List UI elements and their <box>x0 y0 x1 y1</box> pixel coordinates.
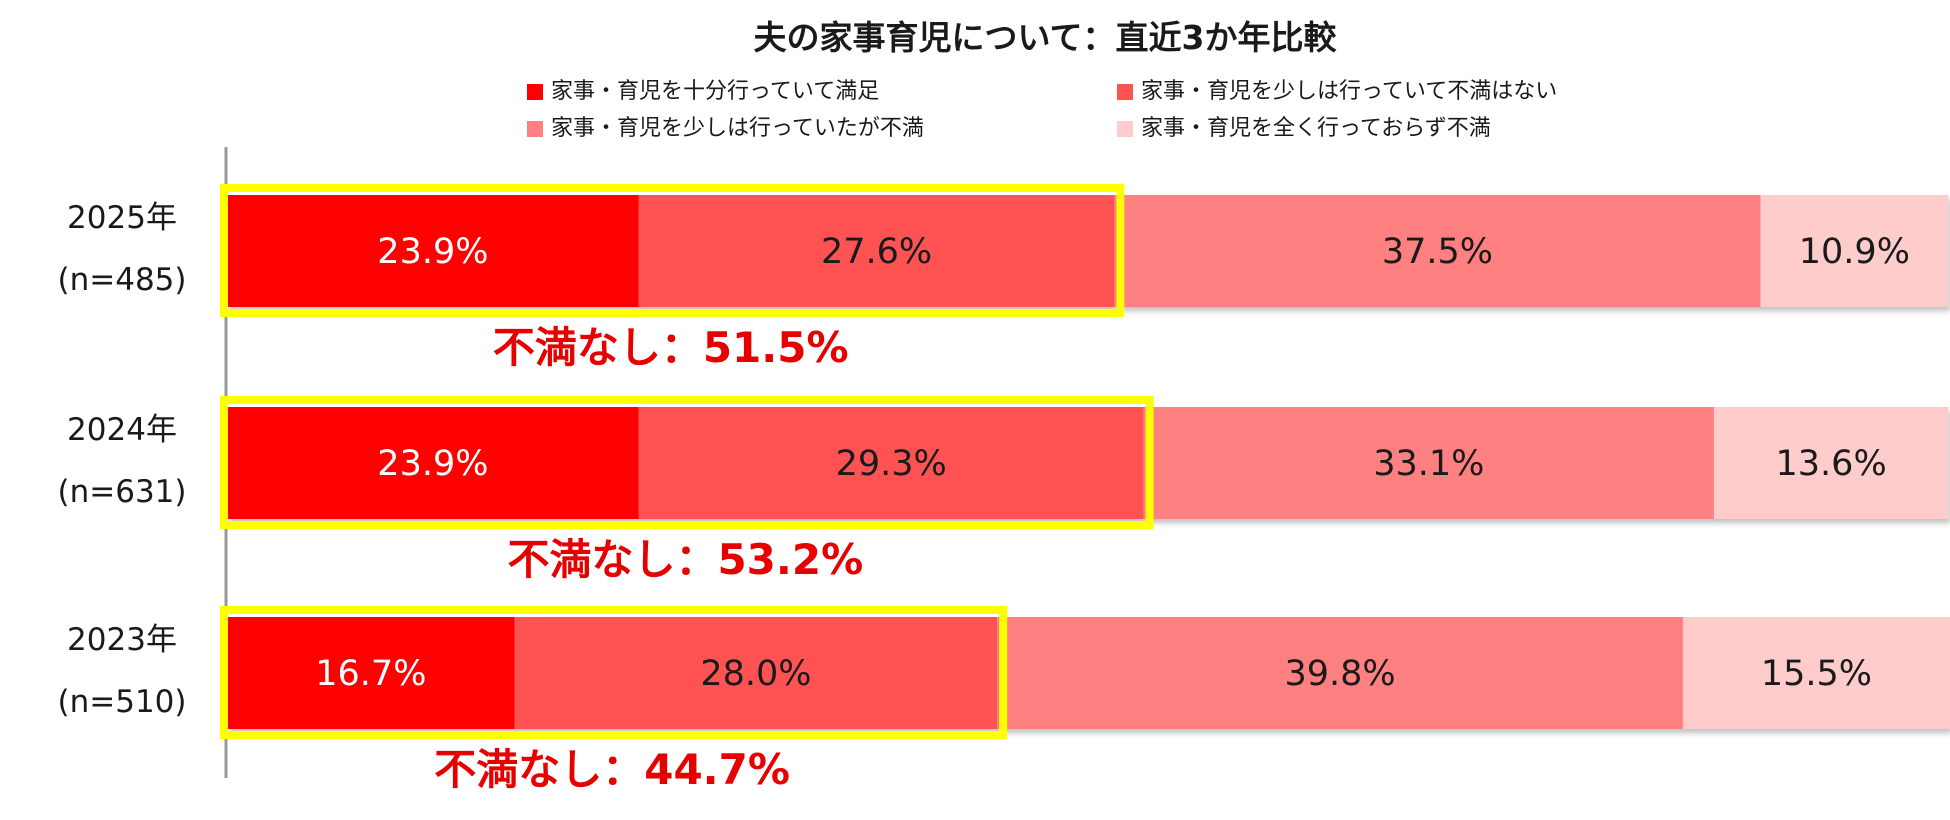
data-label: 16.7% <box>315 654 426 694</box>
legend-label: 家事・育児を少しは行っていて不満はない <box>1141 79 1557 104</box>
bar-segment <box>1114 195 1761 307</box>
data-label: 37.5% <box>1382 232 1493 272</box>
bar-segment <box>638 195 1115 307</box>
data-label: 29.3% <box>836 444 947 484</box>
chart-title: 夫の家事育児について：直近3か年比較 <box>754 18 1338 57</box>
highlight-box <box>220 606 1008 739</box>
annotation-label: 不満なし：51.5% <box>493 323 849 372</box>
annotation-label: 不満なし：44.7% <box>434 745 790 794</box>
annotations: 不満なし：51.5% 不満なし：53.2% 不満なし：44.7% <box>434 323 863 794</box>
legend-label: 家事・育児を少しは行っていたが不満 <box>551 116 924 141</box>
bar-segment <box>227 407 639 519</box>
legend-swatch <box>527 121 543 137</box>
category-year-label: 2025年 <box>67 200 177 236</box>
highlight-box <box>220 396 1154 529</box>
highlight-box <box>220 184 1125 317</box>
bar-groups: 23.9% 27.6% 37.5% 10.9% 23.9% 29.3% 33.1% 13.6%… <box>220 184 1950 739</box>
legend-label: 家事・育児を全く行っておらず不満 <box>1141 116 1491 141</box>
bar-row: 23.9% 29.3% 33.1% 13.6% <box>220 396 1949 529</box>
data-label: 27.6% <box>821 232 932 272</box>
bar-segment <box>1713 407 1949 519</box>
bar-segment <box>1682 617 1950 729</box>
bar-segment <box>514 617 998 729</box>
category-n-label: (n=510) <box>58 684 187 720</box>
legend-swatch <box>1117 84 1133 100</box>
bar-segment <box>1143 407 1714 519</box>
category-labels: 2025年 (n=485) 2024年 (n=631) 2023年 (n=510) <box>58 200 187 720</box>
data-label: 13.6% <box>1776 444 1887 484</box>
data-label: 15.5% <box>1761 654 1872 694</box>
bar-row: 23.9% 27.6% 37.5% 10.9% <box>220 184 1949 317</box>
chart-legend: 家事・育児を十分行っていて満足 家事・育児を少しは行っていて不満はない家事・育児を… <box>527 79 1557 141</box>
data-label: 23.9% <box>377 232 488 272</box>
legend-swatch <box>1117 121 1133 137</box>
bar-segment <box>997 617 1683 729</box>
data-label: 10.9% <box>1799 232 1910 272</box>
annotation-label: 不満なし：53.2% <box>507 535 863 584</box>
category-n-label: (n=631) <box>58 474 187 510</box>
data-label: 33.1% <box>1373 444 1484 484</box>
bar-row: 16.7% 28.0% 39.8% 15.5% <box>220 606 1950 739</box>
data-label: 28.0% <box>700 654 811 694</box>
legend-swatch <box>527 84 543 100</box>
data-label: 39.8% <box>1284 654 1395 694</box>
category-year-label: 2023年 <box>67 622 177 658</box>
bar-segment <box>227 617 515 729</box>
category-year-label: 2024年 <box>67 412 177 448</box>
data-label: 23.9% <box>377 444 488 484</box>
bar-segment <box>227 195 639 307</box>
category-n-label: (n=485) <box>58 262 187 298</box>
bar-segment <box>638 407 1144 519</box>
bar-segment <box>1760 195 1949 307</box>
legend-label: 家事・育児を十分行っていて満足 <box>551 79 879 104</box>
